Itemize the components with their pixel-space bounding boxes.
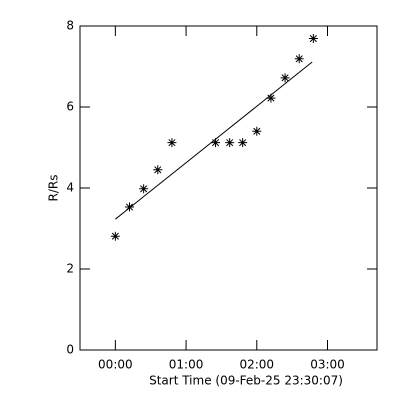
fit-line [115,61,313,220]
data-point [266,93,276,103]
data-point [308,34,318,44]
plot-frame [79,25,378,351]
data-point [167,138,177,148]
x-tick-label: 02:00 [239,358,274,372]
data-point [225,138,235,148]
data-point [110,231,120,241]
data-point [153,165,163,175]
y-tick-label: 4 [66,181,74,195]
data-point [211,138,221,148]
data-point [238,138,248,148]
y-axis-label: R/Rs [47,175,61,202]
y-tick-label: 6 [66,100,74,114]
data-point [139,184,149,194]
x-axis-label: Start Time (09-Feb-25 23:30:07) [149,374,343,388]
y-tick-label: 0 [66,343,74,357]
x-tick-label: 00:00 [98,358,133,372]
y-tick-label: 2 [66,262,74,276]
data-point [294,54,304,64]
x-tick-label: 03:00 [310,358,345,372]
data-point [125,202,134,212]
y-tick-label: 8 [66,19,74,33]
data-point [280,73,290,83]
x-tick-label: 01:00 [169,358,204,372]
data-point [252,126,262,136]
